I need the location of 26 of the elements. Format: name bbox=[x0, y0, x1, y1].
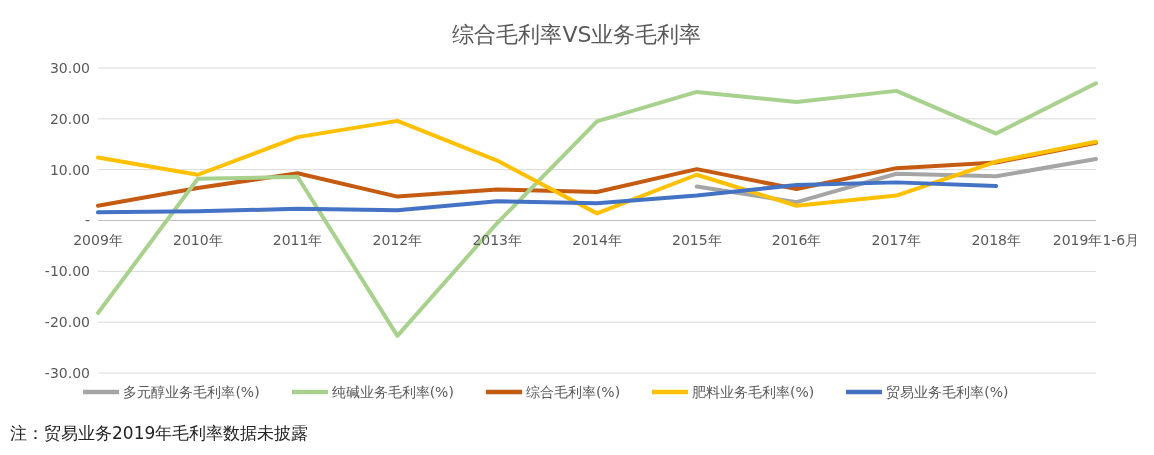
x-tick-label: 2019年1-6月 bbox=[1052, 232, 1140, 248]
y-tick-label: -20.00 bbox=[44, 314, 90, 331]
x-tick-label: 2011年 bbox=[272, 232, 323, 248]
x-tick-label: 2014年 bbox=[572, 232, 622, 248]
chart-title: 综合毛利率VS业务毛利率 bbox=[451, 21, 703, 49]
x-tick-label: 2017年 bbox=[871, 232, 922, 248]
y-tick-label: -30.00 bbox=[44, 364, 90, 381]
text: 注：贸易业务2019年毛利率数据未披露 bbox=[9, 422, 310, 445]
legend-label: 贸易业务毛利率(%) bbox=[886, 383, 1009, 400]
y-tick-label: 30.00 bbox=[49, 59, 90, 76]
x-tick-label: 2010年 bbox=[172, 232, 223, 248]
x-tick-label: 2009年 bbox=[73, 232, 123, 248]
line-series bbox=[96, 180, 999, 215]
legend-label: 纯碱业务毛利率(%) bbox=[331, 383, 454, 400]
x-tick-label: 2016年 bbox=[771, 232, 822, 248]
line-series bbox=[96, 118, 1098, 216]
legend-label: 肥料业务毛利率(%) bbox=[692, 383, 815, 400]
y-tick-label: - bbox=[84, 212, 90, 229]
y-tick-label: 20.00 bbox=[49, 110, 90, 127]
y-tick-label: -10.00 bbox=[44, 263, 90, 280]
legend-label: 综合毛利率(%) bbox=[525, 383, 621, 400]
y-tick-label: 10.00 bbox=[49, 161, 90, 178]
legend-label: 多元醇业务毛利率(%) bbox=[123, 383, 260, 400]
x-tick-label: 2012年 bbox=[372, 232, 423, 248]
x-tick-label: 2018年 bbox=[971, 232, 1022, 248]
x-tick-label: 2015年 bbox=[671, 232, 722, 248]
